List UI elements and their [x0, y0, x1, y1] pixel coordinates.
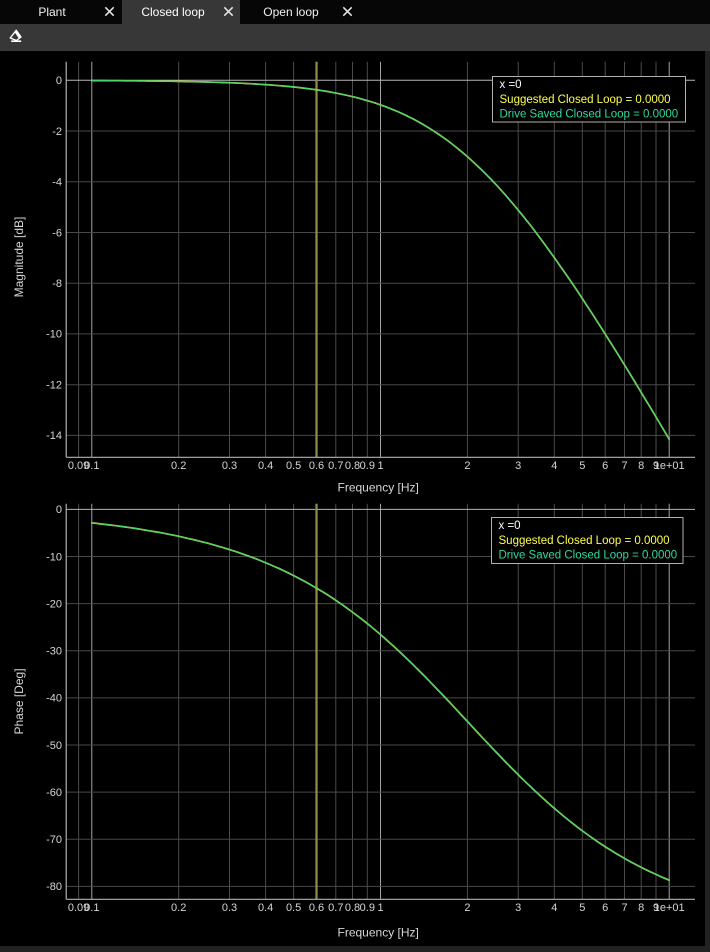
svg-text:4: 4 [551, 902, 557, 914]
svg-text:6: 6 [602, 902, 608, 914]
svg-text:x =0: x =0 [500, 79, 522, 91]
svg-text:8: 8 [638, 902, 644, 914]
svg-text:-10: -10 [46, 329, 62, 341]
svg-text:-14: -14 [46, 430, 62, 442]
svg-text:1e+01: 1e+01 [654, 460, 685, 472]
svg-text:0.7: 0.7 [328, 460, 343, 472]
svg-text:5: 5 [579, 902, 585, 914]
svg-text:0.4: 0.4 [258, 460, 273, 472]
svg-text:x =0: x =0 [499, 520, 521, 532]
svg-text:0.4: 0.4 [258, 902, 273, 914]
svg-text:Frequency [Hz]: Frequency [Hz] [338, 925, 419, 939]
svg-text:Frequency [Hz]: Frequency [Hz] [338, 481, 419, 495]
svg-text:0: 0 [56, 75, 62, 87]
svg-text:-70: -70 [46, 834, 62, 846]
svg-text:-2: -2 [52, 126, 62, 138]
svg-text:0.5: 0.5 [286, 460, 301, 472]
svg-text:Suggested Closed Loop = 0.000: Suggested Closed Loop = 0.0000 [500, 94, 671, 106]
svg-text:0.3: 0.3 [222, 902, 237, 914]
svg-text:7: 7 [621, 902, 627, 914]
svg-text:3: 3 [515, 460, 521, 472]
svg-text:0.5: 0.5 [286, 902, 301, 914]
svg-text:-4: -4 [52, 177, 62, 189]
svg-text:0.09: 0.09 [68, 902, 89, 914]
svg-text:1: 1 [377, 902, 383, 914]
svg-text:0.8: 0.8 [345, 460, 360, 472]
svg-text:7: 7 [621, 460, 627, 472]
svg-text:-12: -12 [46, 380, 62, 392]
svg-text:0.2: 0.2 [171, 460, 186, 472]
svg-text:4: 4 [551, 460, 557, 472]
svg-text:2: 2 [464, 460, 470, 472]
svg-text:5: 5 [579, 460, 585, 472]
svg-text:0.1: 0.1 [84, 902, 99, 914]
svg-text:2: 2 [464, 902, 470, 914]
svg-text:0.3: 0.3 [222, 460, 237, 472]
svg-text:-60: -60 [46, 787, 62, 799]
svg-text:Suggested Closed Loop = 0.000: Suggested Closed Loop = 0.0000 [499, 535, 670, 547]
svg-text:-20: -20 [46, 598, 62, 610]
svg-text:-40: -40 [46, 693, 62, 705]
svg-text:-6: -6 [52, 227, 62, 239]
svg-text:1e+01: 1e+01 [654, 902, 685, 914]
svg-text:0.09: 0.09 [68, 460, 89, 472]
svg-text:Drive Saved Closed Loop = 0.0: Drive Saved Closed Loop = 0.0000 [500, 109, 679, 121]
svg-text:-50: -50 [46, 740, 62, 752]
svg-text:Phase [Deg]: Phase [Deg] [12, 668, 26, 734]
svg-text:0.9: 0.9 [360, 902, 375, 914]
svg-text:-30: -30 [46, 646, 62, 658]
svg-text:0.1: 0.1 [84, 460, 99, 472]
svg-text:6: 6 [602, 460, 608, 472]
svg-text:9: 9 [653, 902, 659, 914]
svg-text:-80: -80 [46, 881, 62, 893]
svg-text:3: 3 [515, 902, 521, 914]
svg-text:0.9: 0.9 [360, 460, 375, 472]
svg-text:Magnitude [dB]: Magnitude [dB] [12, 217, 26, 298]
svg-text:0.6: 0.6 [309, 902, 324, 914]
svg-text:9: 9 [653, 460, 659, 472]
svg-text:-8: -8 [52, 278, 62, 290]
svg-text:0: 0 [56, 504, 62, 516]
svg-text:0.6: 0.6 [309, 460, 324, 472]
svg-text:8: 8 [638, 460, 644, 472]
svg-text:0.7: 0.7 [328, 902, 343, 914]
svg-text:Drive Saved Closed Loop = 0.0: Drive Saved Closed Loop = 0.0000 [499, 550, 678, 562]
svg-text:0.2: 0.2 [171, 902, 186, 914]
svg-text:0.8: 0.8 [345, 902, 360, 914]
svg-text:-10: -10 [46, 551, 62, 563]
svg-text:1: 1 [377, 460, 383, 472]
